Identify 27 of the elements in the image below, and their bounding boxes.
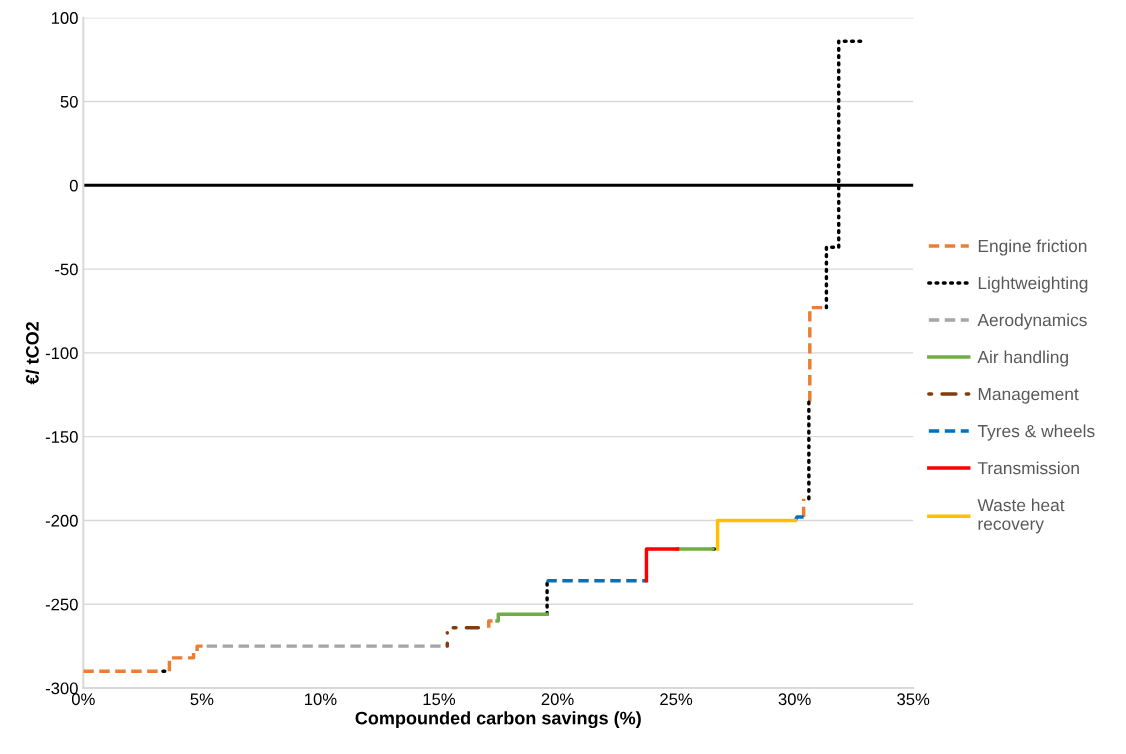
legend-label: Engine friction (978, 239, 1087, 256)
y-tick-label: -150 (45, 431, 78, 443)
legend-label: Tyres & wheels (977, 424, 1095, 441)
legend-label: Waste heat recovery (977, 498, 1065, 534)
y-tick-label: -100 (45, 347, 78, 360)
y-tick-label: 0 (69, 179, 78, 192)
x-tick-label: 25% (660, 693, 693, 706)
legend-label: Air handling (977, 350, 1068, 367)
y-tick-label: -300 (45, 682, 78, 695)
y-tick-label: -200 (45, 514, 78, 527)
x-tick-label: 10% (305, 693, 337, 706)
y-axis-title: €/ tCO2 (25, 321, 39, 385)
y-tick-label: -250 (45, 598, 78, 611)
x-axis-title: Compounded carbon savings (%) (355, 711, 641, 729)
x-tick-label: 15% (423, 693, 456, 706)
x-tick-label: 0% (71, 693, 95, 706)
y-tick-label: 100 (51, 12, 78, 24)
legend-label: Transmission (977, 461, 1079, 475)
y-tick-label: 50 (60, 95, 78, 108)
x-tick-label: 35% (897, 693, 930, 706)
x-tick-label: 20% (541, 693, 574, 706)
x-tick-label: 30% (778, 693, 811, 706)
y-tick-label: -50 (55, 263, 78, 276)
legend-label: Management (978, 388, 1079, 404)
legend-label: Aerodynamics (977, 313, 1087, 330)
legend-label: Lightweighting (978, 276, 1088, 293)
x-tick-label: 5% (190, 693, 214, 706)
